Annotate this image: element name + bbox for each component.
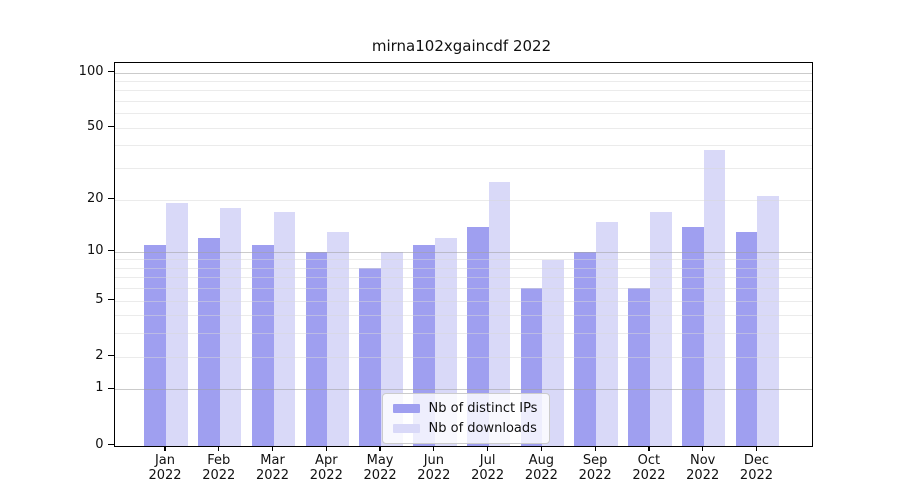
gridline-minor [114, 113, 812, 115]
bar-downloads-dec [757, 195, 780, 446]
legend-label-downloads: Nb of downloads [428, 420, 537, 436]
legend: Nb of distinct IPs Nb of downloads [381, 392, 551, 444]
x-tick [433, 446, 435, 451]
y-tick-label: 2 [95, 347, 104, 363]
y-tick-label: 20 [86, 190, 104, 206]
y-tick [107, 250, 114, 252]
bar-ips-dec [735, 232, 758, 446]
x-tick-label: May 2022 [363, 452, 397, 483]
legend-entry-downloads: Nb of downloads [392, 420, 538, 436]
bar-downloads-feb [219, 207, 242, 446]
y-tick [107, 197, 114, 200]
y-tick [107, 355, 114, 357]
y-tick [107, 387, 114, 390]
gridline-minor [114, 101, 812, 103]
x-tick [594, 446, 596, 451]
bar-ips-jul [466, 226, 489, 446]
x-tick-label: Jun 2022 [417, 452, 451, 483]
gridline-minor [114, 90, 812, 92]
bar-ips-may [359, 268, 382, 446]
x-tick [325, 446, 327, 451]
x-tick [648, 446, 650, 451]
x-tick-label: Apr 2022 [309, 452, 343, 483]
bar-downloads-nov [703, 149, 726, 446]
bar-downloads-sep [596, 221, 618, 446]
y-tick-label: 5 [95, 291, 104, 307]
x-tick [379, 446, 381, 451]
legend-swatch-downloads-icon [392, 423, 420, 433]
x-tick-label: Sep 2022 [578, 452, 612, 483]
x-tick [702, 446, 704, 451]
y-tick-label: 100 [78, 63, 104, 79]
x-tick-label: Jul 2022 [471, 452, 505, 483]
x-tick-label: Jan 2022 [148, 452, 182, 483]
x-tick [271, 446, 274, 451]
bar-downloads-jul [488, 182, 511, 446]
gridline-minor [114, 127, 812, 129]
chart-title: mirna102xgaincdf 2022 [371, 37, 552, 55]
gridline-major [114, 72, 812, 74]
bar-ips-sep [574, 251, 597, 446]
y-tick [107, 70, 114, 73]
bar-downloads-jan [166, 203, 188, 446]
x-tick-label: Mar 2022 [255, 452, 290, 483]
x-tick [755, 446, 758, 451]
gridline-minor [114, 145, 812, 147]
bar-ips-nov [682, 226, 704, 446]
y-tick-label: 1 [95, 380, 104, 396]
x-tick-label: Oct 2022 [632, 452, 666, 483]
y-tick [107, 299, 114, 301]
y-tick [107, 443, 114, 446]
x-tick-label: Aug 2022 [524, 452, 558, 483]
x-tick [164, 446, 166, 451]
legend-entry-ips: Nb of distinct IPs [392, 400, 538, 416]
x-tick [487, 446, 489, 451]
plot-area: Nb of distinct IPs Nb of downloads [113, 61, 813, 447]
x-tick-label: Dec 2022 [739, 452, 774, 483]
bar-ips-feb [198, 238, 220, 446]
legend-label-ips: Nb of distinct IPs [428, 400, 538, 416]
x-tick [540, 446, 542, 451]
y-tick-label: 50 [86, 118, 104, 134]
gridline-minor [114, 81, 812, 83]
bar-downloads-apr [327, 232, 349, 446]
bar-ips-jan [144, 244, 166, 446]
bar-downloads-oct [649, 212, 672, 446]
y-tick [107, 126, 114, 128]
x-tick [218, 446, 220, 451]
bar-ips-oct [628, 288, 650, 446]
x-tick-label: Nov 2022 [686, 452, 720, 483]
bar-ips-apr [305, 251, 328, 446]
bar-ips-mar [251, 244, 274, 446]
y-tick-label: 0 [95, 436, 104, 452]
y-tick-label: 10 [86, 242, 104, 258]
bar-downloads-mar [273, 212, 296, 446]
x-tick-label: Feb 2022 [202, 452, 236, 483]
legend-swatch-ips-icon [392, 403, 420, 413]
